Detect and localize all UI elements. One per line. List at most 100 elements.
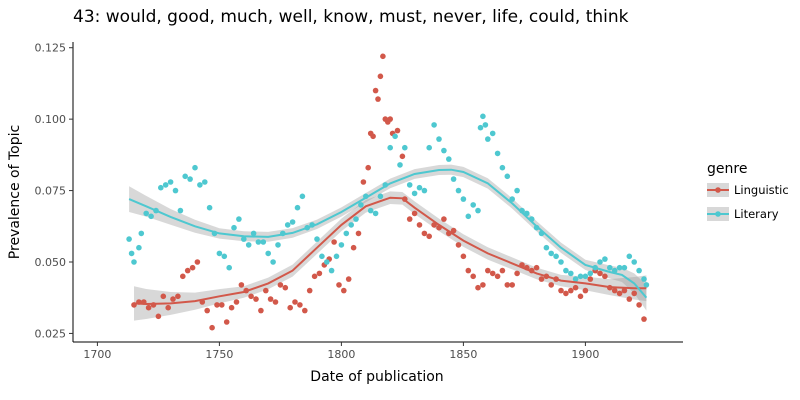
data-point-linguistic xyxy=(377,73,384,80)
data-point-literary xyxy=(489,130,496,137)
data-point-literary xyxy=(231,224,237,231)
data-point-literary xyxy=(221,253,228,260)
data-point-literary xyxy=(426,144,433,151)
data-point-literary xyxy=(431,122,437,128)
data-point-literary xyxy=(558,259,564,265)
data-point-literary xyxy=(475,207,481,214)
chart-title: 43: would, good, much, well, know, must,… xyxy=(73,7,629,27)
data-point-linguistic xyxy=(475,284,481,291)
data-point-linguistic xyxy=(563,290,569,297)
data-point-literary xyxy=(324,259,330,265)
data-point-linguistic xyxy=(494,273,501,280)
data-point-literary xyxy=(192,164,198,171)
data-point-literary xyxy=(367,207,374,214)
data-point-literary xyxy=(641,276,647,282)
data-point-linguistic xyxy=(597,270,603,277)
data-point-literary xyxy=(602,256,608,262)
data-point-literary xyxy=(294,204,301,211)
data-point-literary xyxy=(460,196,467,202)
trend-lines xyxy=(128,168,648,306)
data-point-literary xyxy=(245,242,252,248)
data-point-literary xyxy=(333,253,340,260)
data-point-linguistic xyxy=(341,287,347,294)
data-point-literary xyxy=(284,222,291,228)
data-point-literary xyxy=(158,184,164,191)
data-point-literary xyxy=(162,182,169,188)
data-point-linguistic xyxy=(223,319,230,325)
data-point-literary xyxy=(143,210,149,217)
data-point-linguistic xyxy=(370,133,376,140)
data-point-literary xyxy=(465,213,472,220)
data-point-linguistic xyxy=(421,230,428,237)
y-tick-label: 0.025 xyxy=(35,327,67,340)
data-point-literary xyxy=(402,144,408,151)
data-point-linguistic xyxy=(499,267,506,274)
data-point-literary xyxy=(392,133,398,140)
data-point-linguistic xyxy=(387,116,394,122)
y-tick-label: 0.125 xyxy=(35,42,67,55)
x-tick-label: 1700 xyxy=(83,348,111,361)
data-point-linguistic xyxy=(621,287,628,294)
data-point-literary xyxy=(577,273,584,280)
data-point-linguistic xyxy=(489,270,496,277)
data-point-linguistic xyxy=(170,296,176,302)
data-point-linguistic xyxy=(263,287,269,294)
data-point-linguistic xyxy=(316,270,323,277)
data-point-linguistic xyxy=(219,302,225,308)
x-tick-label: 1750 xyxy=(205,348,233,361)
data-point-linguistic xyxy=(616,290,623,297)
data-point-literary xyxy=(299,193,306,200)
legend-title: genre xyxy=(707,161,747,177)
data-point-linguistic xyxy=(626,296,633,302)
data-point-literary xyxy=(197,182,203,188)
data-point-linguistic xyxy=(470,273,477,280)
data-point-linguistic xyxy=(277,282,284,288)
data-point-linguistic xyxy=(345,276,352,282)
data-point-linguistic xyxy=(441,216,447,222)
data-point-literary xyxy=(446,156,452,162)
data-point-linguistic xyxy=(258,307,264,314)
y-tick-label: 0.075 xyxy=(35,185,67,198)
data-point-literary xyxy=(616,264,623,271)
data-point-linguistic xyxy=(194,259,201,265)
data-point-literary xyxy=(206,204,213,211)
data-point-linguistic xyxy=(450,227,457,234)
data-points xyxy=(126,53,650,331)
data-point-literary xyxy=(450,176,457,182)
legend-point-linguistic xyxy=(715,187,721,193)
data-point-literary xyxy=(514,187,520,194)
confidence-bands xyxy=(129,164,647,321)
data-point-linguistic xyxy=(336,282,342,288)
data-point-linguistic xyxy=(155,313,162,320)
legend-label-literary: Literary xyxy=(734,207,779,221)
data-point-linguistic xyxy=(238,282,245,288)
confidence-band-literary xyxy=(129,164,647,311)
data-point-literary xyxy=(328,267,335,274)
data-point-linguistic xyxy=(587,276,594,282)
data-point-linguistic xyxy=(426,233,433,240)
data-point-literary xyxy=(455,187,462,194)
data-point-literary xyxy=(148,213,154,220)
data-point-literary xyxy=(553,253,559,260)
data-point-linguistic xyxy=(548,282,554,288)
data-point-literary xyxy=(275,242,281,248)
data-point-literary xyxy=(260,239,267,245)
data-point-literary xyxy=(255,239,262,245)
data-point-linguistic xyxy=(272,299,279,305)
data-point-literary xyxy=(177,207,184,214)
data-point-literary xyxy=(202,179,208,185)
data-point-linguistic xyxy=(287,304,294,311)
data-point-linguistic xyxy=(228,304,235,311)
data-point-linguistic xyxy=(514,270,520,277)
data-point-linguistic xyxy=(568,287,574,294)
data-point-linguistic xyxy=(282,284,289,291)
data-point-literary xyxy=(372,210,379,217)
data-point-literary xyxy=(482,122,489,128)
data-point-linguistic xyxy=(160,293,167,300)
data-point-linguistic xyxy=(538,276,545,282)
data-point-linguistic xyxy=(233,299,240,305)
data-point-literary xyxy=(265,250,272,257)
data-point-literary xyxy=(250,230,257,237)
data-point-linguistic xyxy=(406,216,413,222)
data-point-literary xyxy=(126,236,132,242)
